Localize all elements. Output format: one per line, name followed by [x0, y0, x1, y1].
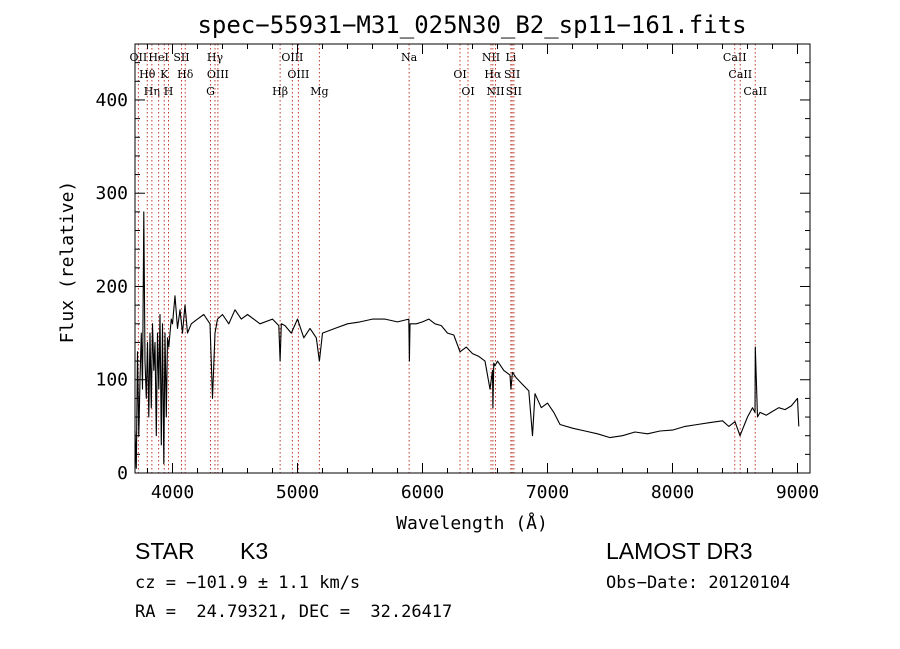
line-marker-label: Li	[505, 51, 516, 64]
line-marker-label: OI	[453, 68, 466, 81]
line-marker-label: Na	[401, 51, 418, 64]
line-marker-label: CaII	[743, 85, 767, 98]
x-tick-label: 8000	[651, 482, 694, 503]
line-marker-label: Hθ	[139, 68, 156, 81]
line-marker-label: G	[206, 85, 215, 98]
line-marker-label: NII	[486, 85, 504, 98]
line-marker-label: OII	[130, 51, 148, 64]
x-tick-label: 9000	[776, 482, 819, 503]
line-marker-label: SII	[506, 85, 522, 98]
y-tick-label: 200	[95, 276, 128, 297]
line-marker-label: Hβ	[272, 85, 288, 98]
line-marker-label: Hα	[484, 68, 502, 81]
line-marker-label: Hγ	[207, 51, 224, 64]
y-tick-label: 0	[117, 463, 128, 484]
line-marker-label: CaII	[728, 68, 752, 81]
line-marker-label: SII	[173, 51, 189, 64]
line-marker-label: Hη	[144, 85, 160, 98]
data-layer	[134, 211, 800, 469]
x-tick-label: 7000	[526, 482, 569, 503]
subclass-label: K3	[240, 538, 269, 564]
line-marker-label: SII	[504, 68, 520, 81]
x-axis-label: Wavelength (Å)	[396, 512, 548, 534]
chart-title: spec−55931−M31_025N30_B2_sp11−161.fits	[197, 11, 746, 39]
line-marker-label: K	[160, 68, 169, 81]
y-tick-label: 400	[95, 90, 128, 111]
line-marker-label: OIII	[281, 51, 303, 64]
y-axis-label: Flux (relative)	[57, 181, 78, 344]
line-marker-label: Mg	[310, 85, 328, 98]
classification-label: STAR	[135, 538, 195, 564]
x-tick-label: 6000	[401, 482, 444, 503]
coordinates-readout: RA = 24.79321, DEC = 32.26417	[135, 602, 453, 622]
line-marker-label: OI	[461, 85, 474, 98]
redshift-readout: cz = −101.9 ± 1.1 km/s	[135, 573, 361, 593]
x-tick-label: 5000	[276, 482, 319, 503]
line-marker-label: OIII	[207, 68, 229, 81]
obs-date-readout: Obs−Date: 20120104	[606, 573, 791, 593]
x-tick-label: 4000	[151, 482, 194, 503]
plot-frame	[134, 43, 811, 474]
line-marker-label: HeI	[148, 51, 168, 64]
line-marker-label: Hδ	[177, 68, 194, 81]
line-markers: OIIHθHηHeIKHSIIHδGHγOIIIHβOIIIOIIIMgNaOI…	[130, 44, 767, 473]
line-marker-label: OIII	[287, 68, 309, 81]
spectrum-line	[134, 211, 800, 469]
y-tick-label: 300	[95, 183, 128, 204]
line-marker-label: NII	[482, 51, 500, 64]
y-tick-label: 100	[95, 370, 128, 391]
line-marker-label: CaII	[723, 51, 747, 64]
axes: 4000 5000 6000 7000 8000 9000 0 100 200 300 400	[95, 44, 819, 503]
line-marker-label: H	[164, 85, 174, 98]
survey-label: LAMOST DR3	[606, 538, 753, 564]
